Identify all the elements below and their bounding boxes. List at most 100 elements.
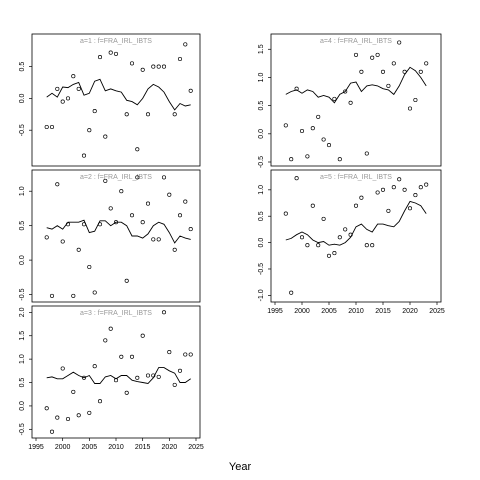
plot-frame xyxy=(31,305,201,439)
data-point xyxy=(386,208,391,213)
data-point xyxy=(172,382,177,387)
y-tick-label: 1.0 xyxy=(258,185,265,195)
data-point xyxy=(49,124,55,130)
data-point xyxy=(316,243,321,248)
panel-3: a=3 : f=FRA_IRL_IBTS -0.5 0.0 0.5 1.0 1.5 2.0 1… xyxy=(19,305,204,451)
data-point xyxy=(161,64,167,69)
data-point xyxy=(353,52,359,57)
x-tick-label: 2005 xyxy=(82,444,98,451)
y-tick-label: -0.5 xyxy=(258,156,265,168)
data-point xyxy=(364,151,369,156)
data-point xyxy=(108,326,113,331)
data-point xyxy=(71,293,76,298)
y-tick-label: 0.5 xyxy=(19,221,26,231)
fitted-line xyxy=(46,367,191,384)
y-tick-label: 0.5 xyxy=(258,101,265,111)
data-point xyxy=(97,399,103,404)
y-tick-label: 0.5 xyxy=(19,62,26,72)
data-point xyxy=(140,220,145,225)
x-tick-label: 2015 xyxy=(375,308,391,315)
data-point xyxy=(413,97,418,103)
x-tick-label: 2015 xyxy=(135,444,151,451)
data-point xyxy=(65,222,71,227)
panel-title: a=5 : f=FRA_IRL_IBTS xyxy=(320,174,392,181)
panel-title: a=1 : f=FRA_IRL_IBTS xyxy=(80,38,152,45)
data-point xyxy=(413,193,418,198)
data-point xyxy=(135,375,140,380)
data-point xyxy=(108,50,113,55)
data-point xyxy=(364,243,369,248)
y-tick-label: 0.5 xyxy=(258,211,265,221)
y-tick-label: -0.5 xyxy=(19,423,26,435)
data-point xyxy=(391,185,396,190)
data-point xyxy=(353,203,359,208)
data-point xyxy=(92,290,97,295)
data-point xyxy=(386,83,391,88)
data-point xyxy=(380,187,386,192)
fitted-line xyxy=(285,200,427,246)
data-point xyxy=(71,74,76,79)
data-point xyxy=(135,175,140,180)
data-point xyxy=(305,243,310,248)
plot-frame xyxy=(31,169,201,303)
y-tick-label: 0.0 xyxy=(19,255,26,265)
data-point xyxy=(337,235,342,240)
data-point xyxy=(305,154,310,159)
x-tick-label: 2005 xyxy=(321,308,337,315)
data-point xyxy=(60,99,65,104)
x-tick-label: 1995 xyxy=(28,444,44,451)
data-point xyxy=(140,333,145,338)
data-point xyxy=(321,137,326,142)
data-point xyxy=(188,227,193,232)
data-point xyxy=(183,352,188,357)
data-point xyxy=(167,192,172,197)
data-point xyxy=(119,189,124,194)
x-tick-label: 1995 xyxy=(267,308,283,315)
y-tick-label: -1.0 xyxy=(258,289,265,301)
panel-1: a=1 : f=FRA_IRL_IBTS -0.5 0.0 0.5 xyxy=(19,33,201,167)
data-point xyxy=(348,100,353,105)
data-point xyxy=(348,232,353,237)
x-tick-label: 2020 xyxy=(402,308,418,315)
x-tick-label: 2025 xyxy=(188,444,204,451)
y-tick-label: -0.5 xyxy=(19,288,26,300)
data-point xyxy=(76,86,81,91)
plot-frame xyxy=(270,169,442,303)
panel-title: a=4 : f=FRA_IRL_IBTS xyxy=(320,38,392,45)
y-tick-label: 1.5 xyxy=(258,44,265,54)
data-point xyxy=(151,237,156,242)
data-point xyxy=(49,429,55,434)
data-point xyxy=(424,61,429,66)
panel-4: a=4 : f=FRA_IRL_IBTS -0.5 0.0 0.5 1.0 1.5 xyxy=(258,33,442,168)
data-point xyxy=(332,96,337,101)
x-tick-label: 2000 xyxy=(55,444,71,451)
panel-2: a=2 : f=FRA_IRL_IBTS -0.5 0.0 0.5 1.0 xyxy=(19,169,201,303)
data-point xyxy=(81,153,87,158)
y-tick-label: 2.0 xyxy=(19,307,26,317)
data-point xyxy=(145,373,151,378)
data-point xyxy=(156,374,161,379)
data-point xyxy=(129,213,135,218)
data-point xyxy=(103,178,108,183)
data-point xyxy=(391,61,396,66)
data-point xyxy=(172,112,177,117)
x-axis-label: Year xyxy=(229,461,252,473)
data-point xyxy=(108,206,113,211)
data-point xyxy=(124,390,129,395)
data-point xyxy=(161,175,167,180)
data-point xyxy=(55,182,60,187)
y-tick-label: 0.5 xyxy=(19,378,26,388)
data-point xyxy=(289,290,294,295)
data-point xyxy=(316,114,321,119)
data-point xyxy=(97,55,103,60)
data-point xyxy=(87,264,92,270)
data-point xyxy=(332,251,337,256)
data-point xyxy=(92,364,97,369)
data-point xyxy=(156,64,161,69)
data-point xyxy=(55,86,60,91)
data-point xyxy=(375,52,380,57)
data-point xyxy=(177,213,183,218)
y-tick-label: 1.0 xyxy=(19,354,26,364)
data-point xyxy=(81,222,87,227)
